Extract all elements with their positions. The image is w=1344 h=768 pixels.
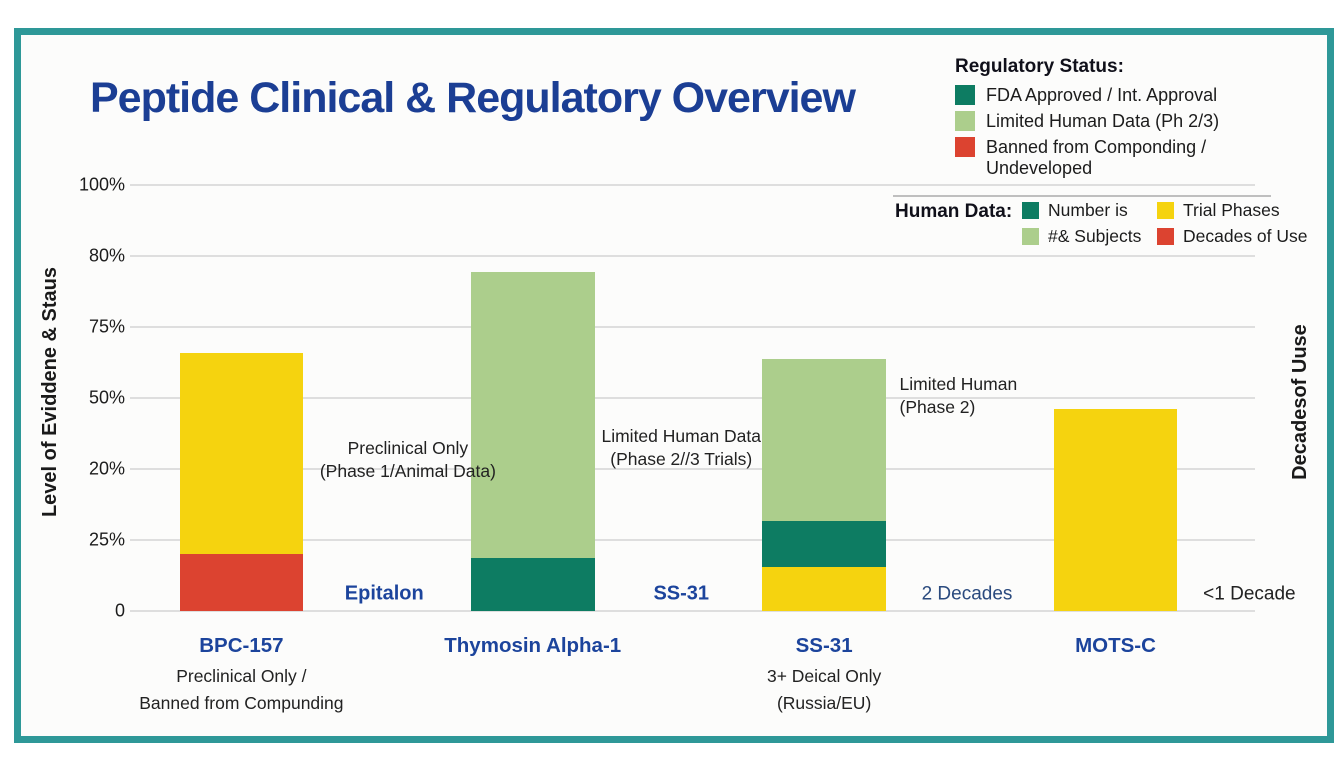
legend-swatch-icon [955,137,975,157]
annotation-preclinical-only: Preclinical Only (Phase 1/Animal Data) [320,437,496,483]
human-data-item-4: Decades of Use [1157,226,1308,247]
y-tick-label-25%: 25% [88,529,125,550]
category-name: Thymosin Alpha-1 [444,634,622,657]
bar-mots-c[interactable] [1053,185,1178,611]
y-axis-tick-labels: 100% 80% 75% 50% 20% 25% 0 [30,175,125,621]
y-tick-label-20%: 20% [88,458,125,479]
category-subtitle-line: Preclinical Only / [176,666,307,686]
gridline-80% [130,255,1255,257]
annotation-ss31: SS-31 [653,582,709,605]
annotation-line: 2 Decades [921,583,1013,605]
gridline-100% [130,184,1255,186]
annotation-line: (Phase 2//3 Trials) [610,448,753,469]
category-label-bpc-157: BPC-157 Preclinical Only / Banned from Com… [91,634,391,717]
legend-swatch-icon [1157,228,1174,245]
category-name: SS-31 [795,634,853,657]
legend-human-data-title: Human Data: [895,201,1013,222]
legend-swatch-icon [1022,228,1039,245]
legend-regulatory-status: Regulatory Status: FDA Approved / Int. A… [955,56,1219,184]
legend-item-2: Limited Human Data (Ph 2/3) [955,111,1219,132]
legend-item-1: FDA Approved / Int. Approval [955,85,1219,106]
annotation-limited-human-data: Limited Human Data (Phase 2//3 Trials) [601,425,761,471]
bar-segment-red[interactable] [179,553,304,611]
category-subtitle-line: Banned from Compunding [139,693,344,713]
legend-human-data-items: Number is Trial Phases #& Subjects Decades … [1022,200,1308,247]
annotation-line: SS-31 [653,582,710,605]
annotation-lt1-decade: <1 Decade [1203,582,1295,605]
human-data-item-1: Number is [1022,200,1147,221]
y-tick-label-80%: 80% [88,245,125,266]
bar-segment-yellow[interactable] [762,567,886,611]
legend-divider [893,195,1271,197]
y-tick-label-75%: 75% [88,316,125,337]
bar-segment-teal[interactable] [762,521,886,568]
annotation-line: Preclinical Only [347,438,469,459]
y-tick-label-0: 0 [114,600,125,621]
bar-ss-31[interactable] [762,185,886,611]
gridline-25% [130,538,1255,541]
legend-item-label: Banned from Componding / Undeveloped [986,137,1207,178]
annotation-limited-human-phase2: Limited Human (Phase 2) [900,373,1018,419]
category-label-mots-c: MOTS-C [966,634,1266,663]
y-tick-label-50%: 50% [88,387,125,408]
annotation-line: Epitalon [344,582,424,605]
annotation-line: (Phase 2) [899,396,976,417]
category-label-thymosin alpha-1: Thymosin Alpha-1 [383,634,683,663]
annotation-line: Limited Human [899,373,1018,394]
gridline-20% [130,468,1255,470]
annotation-epitalon: Epitalon [345,582,424,605]
legend-swatch-icon [955,85,975,105]
human-data-item-label: #& Subjects [1048,226,1142,246]
bar-segment-yellow[interactable] [179,352,304,554]
legend-swatch-icon [1157,202,1174,219]
category-name: BPC-157 [199,634,284,657]
gridline-0 [130,610,1255,612]
human-data-item-2: Trial Phases [1157,200,1308,221]
category-name: MOTS-C [1075,634,1156,657]
plot-area: Preclinical Only (Phase 1/Animal Data) Epi… [130,184,1296,612]
human-data-item-label: Decades of Use [1183,226,1308,246]
bar-segment-light_green[interactable] [470,271,595,559]
annotation-line: <1 Decade [1203,583,1296,605]
y-axis-title-right: Decadesof Uuse [1289,324,1311,480]
annotation-2-decades: 2 Decades [922,582,1013,605]
bar-segment-teal[interactable] [470,558,595,611]
legend-item-label: FDA Approved / Int. Approval [986,85,1218,105]
x-axis-category-labels: BPC-157 Preclinical Only / Banned from Com… [130,634,1255,746]
annotation-line: (Phase 1/Animal Data) [319,461,496,482]
chart-title: Peptide Clinical & Regulatory Overview [90,74,856,122]
gridline-75% [130,325,1255,328]
human-data-item-label: Trial Phases [1183,200,1280,220]
legend-swatch-icon [1022,202,1039,219]
bar-segment-yellow[interactable] [1053,409,1178,611]
category-subtitle-line: (Russia/EU) [776,693,872,713]
bar-thymosin alpha-1[interactable] [470,185,595,611]
human-data-item-label: Number is [1048,200,1128,220]
category-subtitle-line: 3+ Deical Only [766,666,882,686]
bar-segment-light_green[interactable] [762,358,886,522]
legend-regulatory-title: Regulatory Status: [955,56,1124,77]
legend-swatch-icon [955,111,975,131]
category-label-ss-31: SS-31 3+ Deical Only (Russia/EU) [674,634,974,717]
legend-item-label: Limited Human Data (Ph 2/3) [986,111,1220,131]
y-tick-label-100%: 100% [78,174,125,195]
human-data-item-3: #& Subjects [1022,226,1147,247]
bar-bpc-157[interactable] [179,185,304,611]
legend-item-3: Banned from Componding / Undeveloped [955,137,1219,179]
gridline-50% [130,397,1255,399]
annotation-line: Limited Human Data [601,425,762,446]
legend-regulatory-items: FDA Approved / Int. Approval Limited Huma… [955,85,1219,179]
